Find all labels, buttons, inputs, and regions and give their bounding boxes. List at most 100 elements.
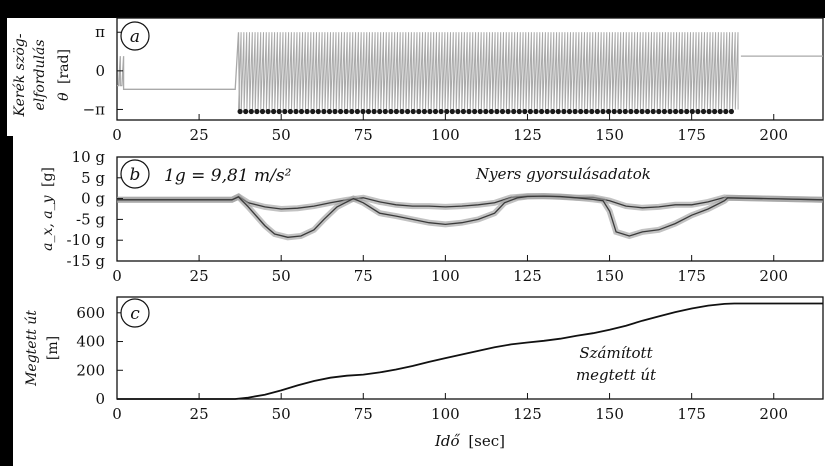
panel-a-wrap-point [276,108,282,115]
panel-a-wrap-point [399,108,405,115]
panel-b-annotation: Nyers gyorsulásadatok [475,165,651,183]
panel-a-wrap-point [589,108,595,115]
panel-a-wrap-point [432,108,439,115]
panel-a-wrap-point [566,108,573,115]
panel-c-annotation-line1: Számított [579,344,653,362]
panel-a-xtick-label: 175 [677,126,706,144]
panel-c-xtick-label: 150 [595,405,624,423]
panel-a-oscillation-path [238,32,739,110]
panel-a-wrap-point [360,108,366,115]
panel-a-wrap-point [511,108,517,115]
panel-a-wrap-point [661,108,668,115]
panel-c-ylabel-line1: Megtett út [24,310,40,387]
panel-a-wrap-point [527,108,534,115]
panel-c-xtick-label: 200 [759,405,788,423]
panel-a-wrap-point [611,108,617,115]
panel-a-wrap-point [466,108,472,115]
panel-c-ylabel-line2: [m] [45,336,61,360]
panel-a-wrap-point [405,108,411,115]
panel-a-oscillation [238,32,739,110]
panel-a-wrap-point [578,108,584,115]
panel-a-wrap-point [684,108,690,115]
panel-a-wrap-point [516,108,522,115]
panel-a-wrap-point [377,108,383,115]
panel-b-xtick-label: 25 [190,267,209,285]
panel-a-wrap-point [287,108,293,115]
panel-a-wrap-point [617,108,623,115]
panel-a-wrap-point [689,108,695,115]
panel-a-wrap-point [533,108,539,115]
panel-a-wrap-point [382,108,388,115]
panel-c-xtick-label: 50 [272,405,291,423]
panel-a-xtick-label: 0 [112,126,122,144]
panel-a-wrap-point [421,108,427,115]
panel-c-badge-circle [120,298,150,328]
panel-a-wrap-point [600,108,606,115]
panel-b-ytick-label: -15 g [66,252,105,270]
panel-a-wrap-point [410,108,416,115]
panel-a-wrap-point [706,108,712,115]
panel-a-wrap-point [555,108,561,115]
panel-c-series-0 [117,302,823,400]
panel-c-yticks: 600 400 200 0 [76,304,123,408]
panel-a-wrap-point [544,108,550,115]
panel-a-xtick-label: 200 [759,126,788,144]
panel-b-ylabel-sym: a_x, a_y [40,194,56,250]
panel-a-wrap-point [293,108,299,115]
panel-a-wrap-point [728,108,735,115]
panel-a-wrap-point [321,108,327,115]
panel-a-wrap-point [572,108,578,115]
panel-b-xticks: 0 25 50 75 100 125 150 175 200 [112,255,788,285]
panel-a-wrap-point [455,108,461,115]
panel-a-xtick-label: 150 [595,126,624,144]
panel-c-annotation-line2: megtett út [576,366,657,384]
panel-a-wrap-points [237,108,735,115]
panel-a-wrap-point [282,108,288,115]
x-axis-label-unit: [sec] [468,432,505,450]
panel-a-wrap-point [332,108,338,115]
panel-a-wrap-point [583,108,589,115]
panel-b-ytick-label: 10 g [72,148,106,166]
panel-a-wrap-point [248,108,254,115]
panel-b-formula: 1g = 9,81 m/s² [164,166,292,186]
panel-b-xtick-label: 75 [354,267,373,285]
panel-a-wrap-point [254,108,260,115]
panel-c-ytick-label: 0 [95,390,105,408]
panel-b-ytick-label: 0 g [81,190,105,208]
panel-a-wrap-point [723,108,729,115]
panel-a-wrap-point [259,108,266,115]
panel-a-wrap-point [673,108,679,115]
panel-a-wrap-point [310,108,316,115]
panel-a-wrap-point [550,108,556,115]
panel-a-wrap-point [483,108,489,115]
panel-a-wrap-point [326,108,333,115]
panel-a-wrap-point [271,108,277,115]
panel-b: 10 g 5 g 0 g -5 g -10 g -15 g 0 25 50 75 100 125 15… [40,148,824,285]
panel-a-wrap-point [628,108,634,115]
panel-a-xtick-label: 100 [431,126,460,144]
panel-a-wrap-point [622,108,628,115]
panel-a-xtick-label: 125 [513,126,542,144]
panel-a-wrap-point [243,108,249,115]
panel-c-xtick-label: 175 [677,405,706,423]
panel-a-xtick-label: 50 [272,126,291,144]
panel-a-wrap-point [494,108,500,115]
panel-c: 600 400 200 0 0 25 50 75 100 125 150 175 200 c Szám… [24,296,824,423]
panel-a-ylabel-theta: θ [56,92,72,101]
panel-a-wrap-point [477,108,483,115]
panel-b-xtick-label: 100 [431,267,460,285]
panel-a-xtick-label: 75 [354,126,373,144]
panel-b-ytick-label: 5 g [81,169,105,187]
panel-a-series-0 [117,32,241,110]
panel-a-label-sheet [7,18,77,136]
panel-a-wrap-point [700,108,707,115]
panel-a-wrap-point [667,108,673,115]
panel-a-ytick-label: π [95,23,105,41]
panel-b-badge: b [130,165,141,185]
panel-a-wrap-point [349,108,355,115]
panel-a-ylabel-line3: θ [rad] [56,49,72,101]
panel-a-wrap-point [460,108,466,115]
panel-a-wrap-point [717,108,723,115]
panel-a-ytick-label: 0 [95,62,105,80]
